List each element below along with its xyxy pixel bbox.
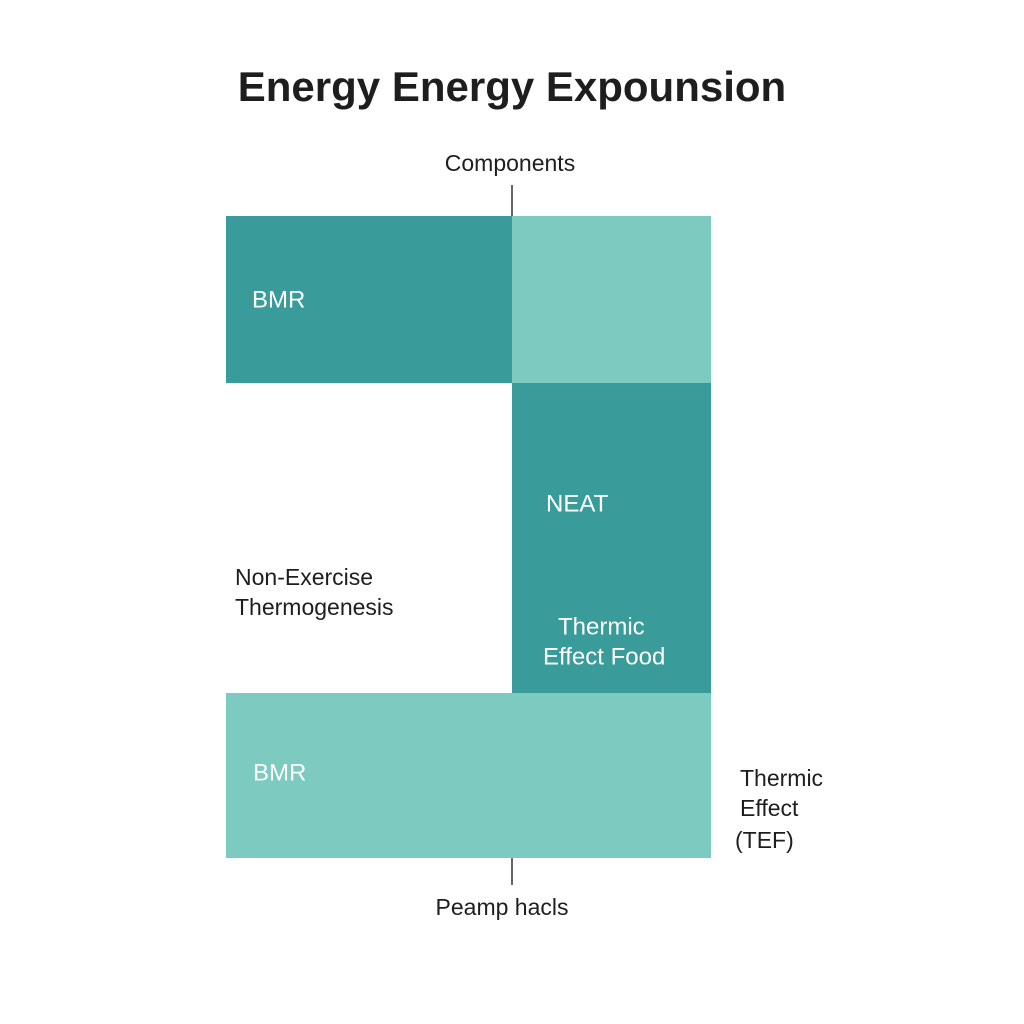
top-label: Components — [445, 150, 575, 176]
title: Energy Energy Expounsion — [238, 63, 786, 110]
block — [512, 383, 711, 693]
block — [512, 216, 711, 383]
block-label: BMR — [253, 759, 306, 786]
block-label: BMR — [252, 286, 305, 313]
block — [226, 693, 711, 858]
annotation: (TEF) — [735, 827, 794, 853]
block-label: NEAT — [546, 490, 609, 517]
block-label: Thermic — [558, 613, 645, 640]
annotation: Non-Exercise — [235, 564, 373, 590]
block-label: Effect Food — [543, 643, 665, 670]
annotation: Thermogenesis — [235, 594, 394, 620]
annotation: Thermic — [740, 765, 823, 791]
bottom-label: Peamp hacls — [436, 894, 569, 920]
annotation: Effect — [740, 795, 799, 821]
block — [226, 216, 512, 383]
